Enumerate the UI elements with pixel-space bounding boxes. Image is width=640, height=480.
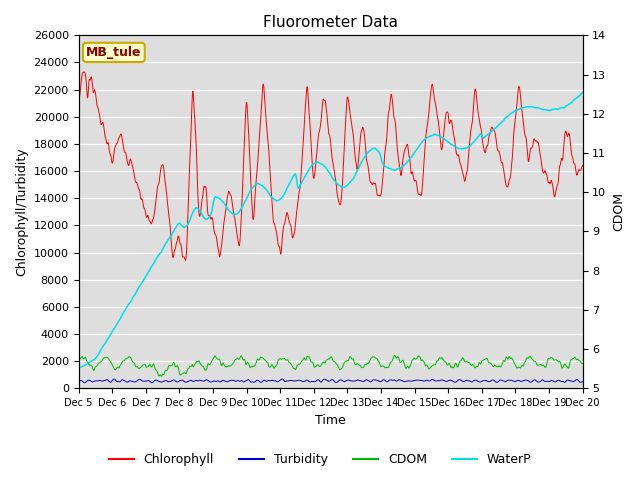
Legend: Chlorophyll, Turbidity, CDOM, WaterP: Chlorophyll, Turbidity, CDOM, WaterP — [104, 448, 536, 471]
Text: MB_tule: MB_tule — [86, 46, 141, 59]
X-axis label: Time: Time — [315, 414, 346, 427]
Y-axis label: Chlorophyll/Turbidity: Chlorophyll/Turbidity — [15, 147, 28, 276]
Y-axis label: CDOM: CDOM — [612, 192, 625, 231]
Title: Fluorometer Data: Fluorometer Data — [263, 15, 398, 30]
